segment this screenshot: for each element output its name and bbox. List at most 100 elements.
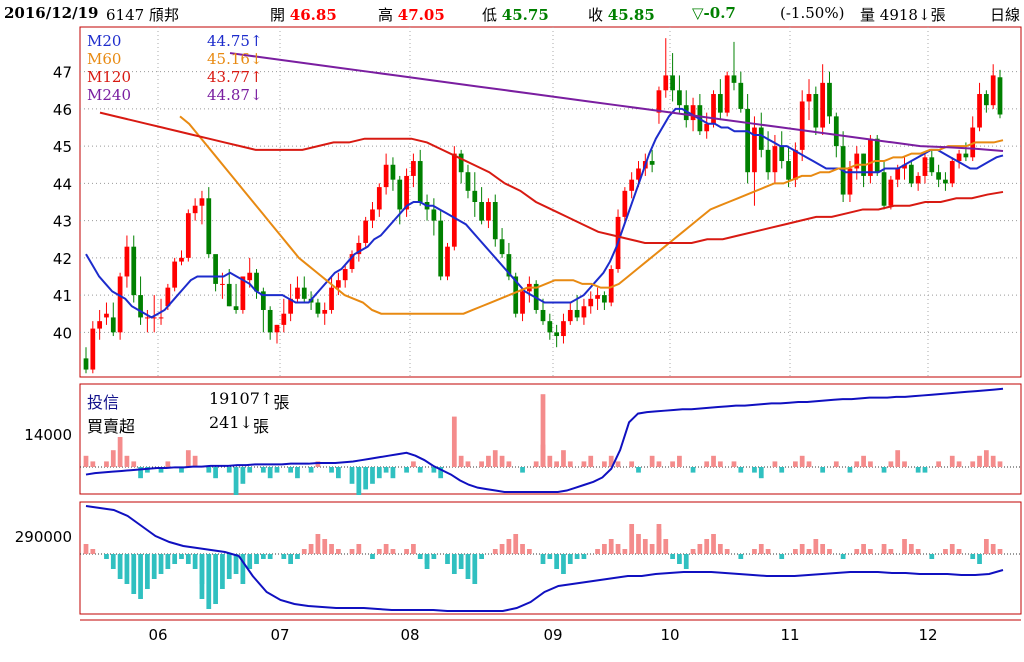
panel3-bar xyxy=(670,554,675,559)
panel2-bar xyxy=(738,467,744,473)
panel3-bar xyxy=(417,554,423,559)
price-tick-label: 42 xyxy=(53,250,72,268)
panel3-bar xyxy=(677,554,682,564)
candle-body xyxy=(329,287,334,310)
panel-frame-3 xyxy=(79,501,1022,615)
panel2-bar xyxy=(329,467,334,473)
panel3-bar xyxy=(458,554,464,569)
panel2-bar xyxy=(997,461,1003,467)
panel3-bar xyxy=(506,539,512,554)
candle-body xyxy=(608,269,614,303)
panel3-bar xyxy=(997,549,1003,554)
panel2-bar xyxy=(83,455,89,467)
panel2-bar xyxy=(520,467,525,473)
panel3-bar xyxy=(615,544,621,554)
candle-body xyxy=(233,306,239,310)
candle-body xyxy=(513,276,519,314)
panel3-bar xyxy=(683,554,689,569)
panel3-bar xyxy=(424,554,430,564)
candle-body xyxy=(172,261,178,288)
candle-body xyxy=(486,202,491,221)
candle-body xyxy=(731,75,737,83)
candle-body xyxy=(295,287,300,299)
panel3-tick-label: 290000 xyxy=(15,528,72,546)
panel2-bar xyxy=(179,467,184,473)
panel2-bar xyxy=(451,416,457,467)
panel2-bar xyxy=(690,467,696,473)
panel3-bar xyxy=(308,544,314,554)
panel3-bar xyxy=(983,539,989,554)
panel3-bar xyxy=(356,544,362,554)
panel2-tick-label: 14000 xyxy=(24,426,72,444)
panel2-bar xyxy=(131,461,137,467)
panel2-bar xyxy=(881,467,887,473)
ma-line-m240 xyxy=(229,52,1004,152)
panel3-bar xyxy=(561,554,566,574)
panel3-bar xyxy=(779,554,785,559)
candle-body xyxy=(983,94,989,106)
candle-body xyxy=(758,127,764,150)
panel2-bar xyxy=(486,455,491,467)
panel2-bar xyxy=(363,467,369,490)
candle-body xyxy=(595,295,600,299)
panel2-legend-line1: 投信 19107 ↑ 張 xyxy=(87,389,293,413)
panel3-bar xyxy=(90,549,96,554)
panel3-bar xyxy=(915,549,921,554)
legend-m20-name: M20 xyxy=(87,32,122,50)
candle-body xyxy=(220,283,225,285)
legend-m120-value: 43.77 xyxy=(207,68,250,86)
panel3-bar xyxy=(83,544,89,554)
panel3-bar xyxy=(929,554,935,559)
high-label: 高 47.05 xyxy=(378,4,445,25)
panel3-bar xyxy=(124,554,130,584)
price-tick-label: 47 xyxy=(53,64,72,82)
candle-body xyxy=(649,161,655,165)
panel3-bar xyxy=(970,554,976,559)
price-tick-label: 45 xyxy=(53,138,72,156)
period-label: 日線 xyxy=(990,6,1021,24)
ma-line-m20 xyxy=(85,107,1004,319)
candle-body xyxy=(158,317,164,319)
price-tick-label: 41 xyxy=(53,287,72,305)
panel2-bar xyxy=(772,461,778,467)
panel2-bar xyxy=(226,467,232,473)
panel3-bar xyxy=(247,554,253,569)
panel3-bar xyxy=(738,554,744,559)
panel3-bar xyxy=(404,549,409,554)
candle-body xyxy=(793,149,798,180)
candle-body xyxy=(874,138,880,173)
panel3-bar xyxy=(192,554,198,569)
panel3-bar xyxy=(765,549,771,554)
candle-body xyxy=(868,138,873,176)
candle-body xyxy=(656,90,662,113)
panel2-bar xyxy=(847,467,853,473)
panel3-bar xyxy=(711,534,716,554)
candle-body xyxy=(431,209,437,221)
x-tick-label: 10 xyxy=(660,626,679,644)
panel3-line xyxy=(85,505,1004,612)
panel2-line2-unit: 張 xyxy=(252,417,269,436)
candle-body xyxy=(97,321,103,329)
panel2-bar xyxy=(349,467,355,484)
panel3-bar xyxy=(854,549,860,554)
panel3-bar xyxy=(104,554,109,559)
candle-body xyxy=(458,153,464,173)
panel2-line2-arrow: ↓ xyxy=(239,413,253,432)
panel3-bar xyxy=(267,554,273,559)
candle-body xyxy=(179,257,184,262)
panel3-bar xyxy=(977,554,982,564)
candle-body xyxy=(690,105,696,121)
panel2-bar xyxy=(949,455,955,467)
panel3-bar xyxy=(220,554,225,589)
panel2-bar xyxy=(888,461,894,467)
candle-body xyxy=(602,295,607,303)
close-text: 收 xyxy=(588,6,604,24)
candle-body xyxy=(997,77,1003,115)
ma-line-m60 xyxy=(179,115,1004,315)
candle-body xyxy=(772,146,778,173)
stock-label: 6147 頎邦 xyxy=(106,6,179,24)
close-value: 45.85 xyxy=(607,6,655,24)
candle-body xyxy=(192,205,198,214)
panel2-bar xyxy=(868,461,873,467)
panel2-bar xyxy=(649,455,655,467)
